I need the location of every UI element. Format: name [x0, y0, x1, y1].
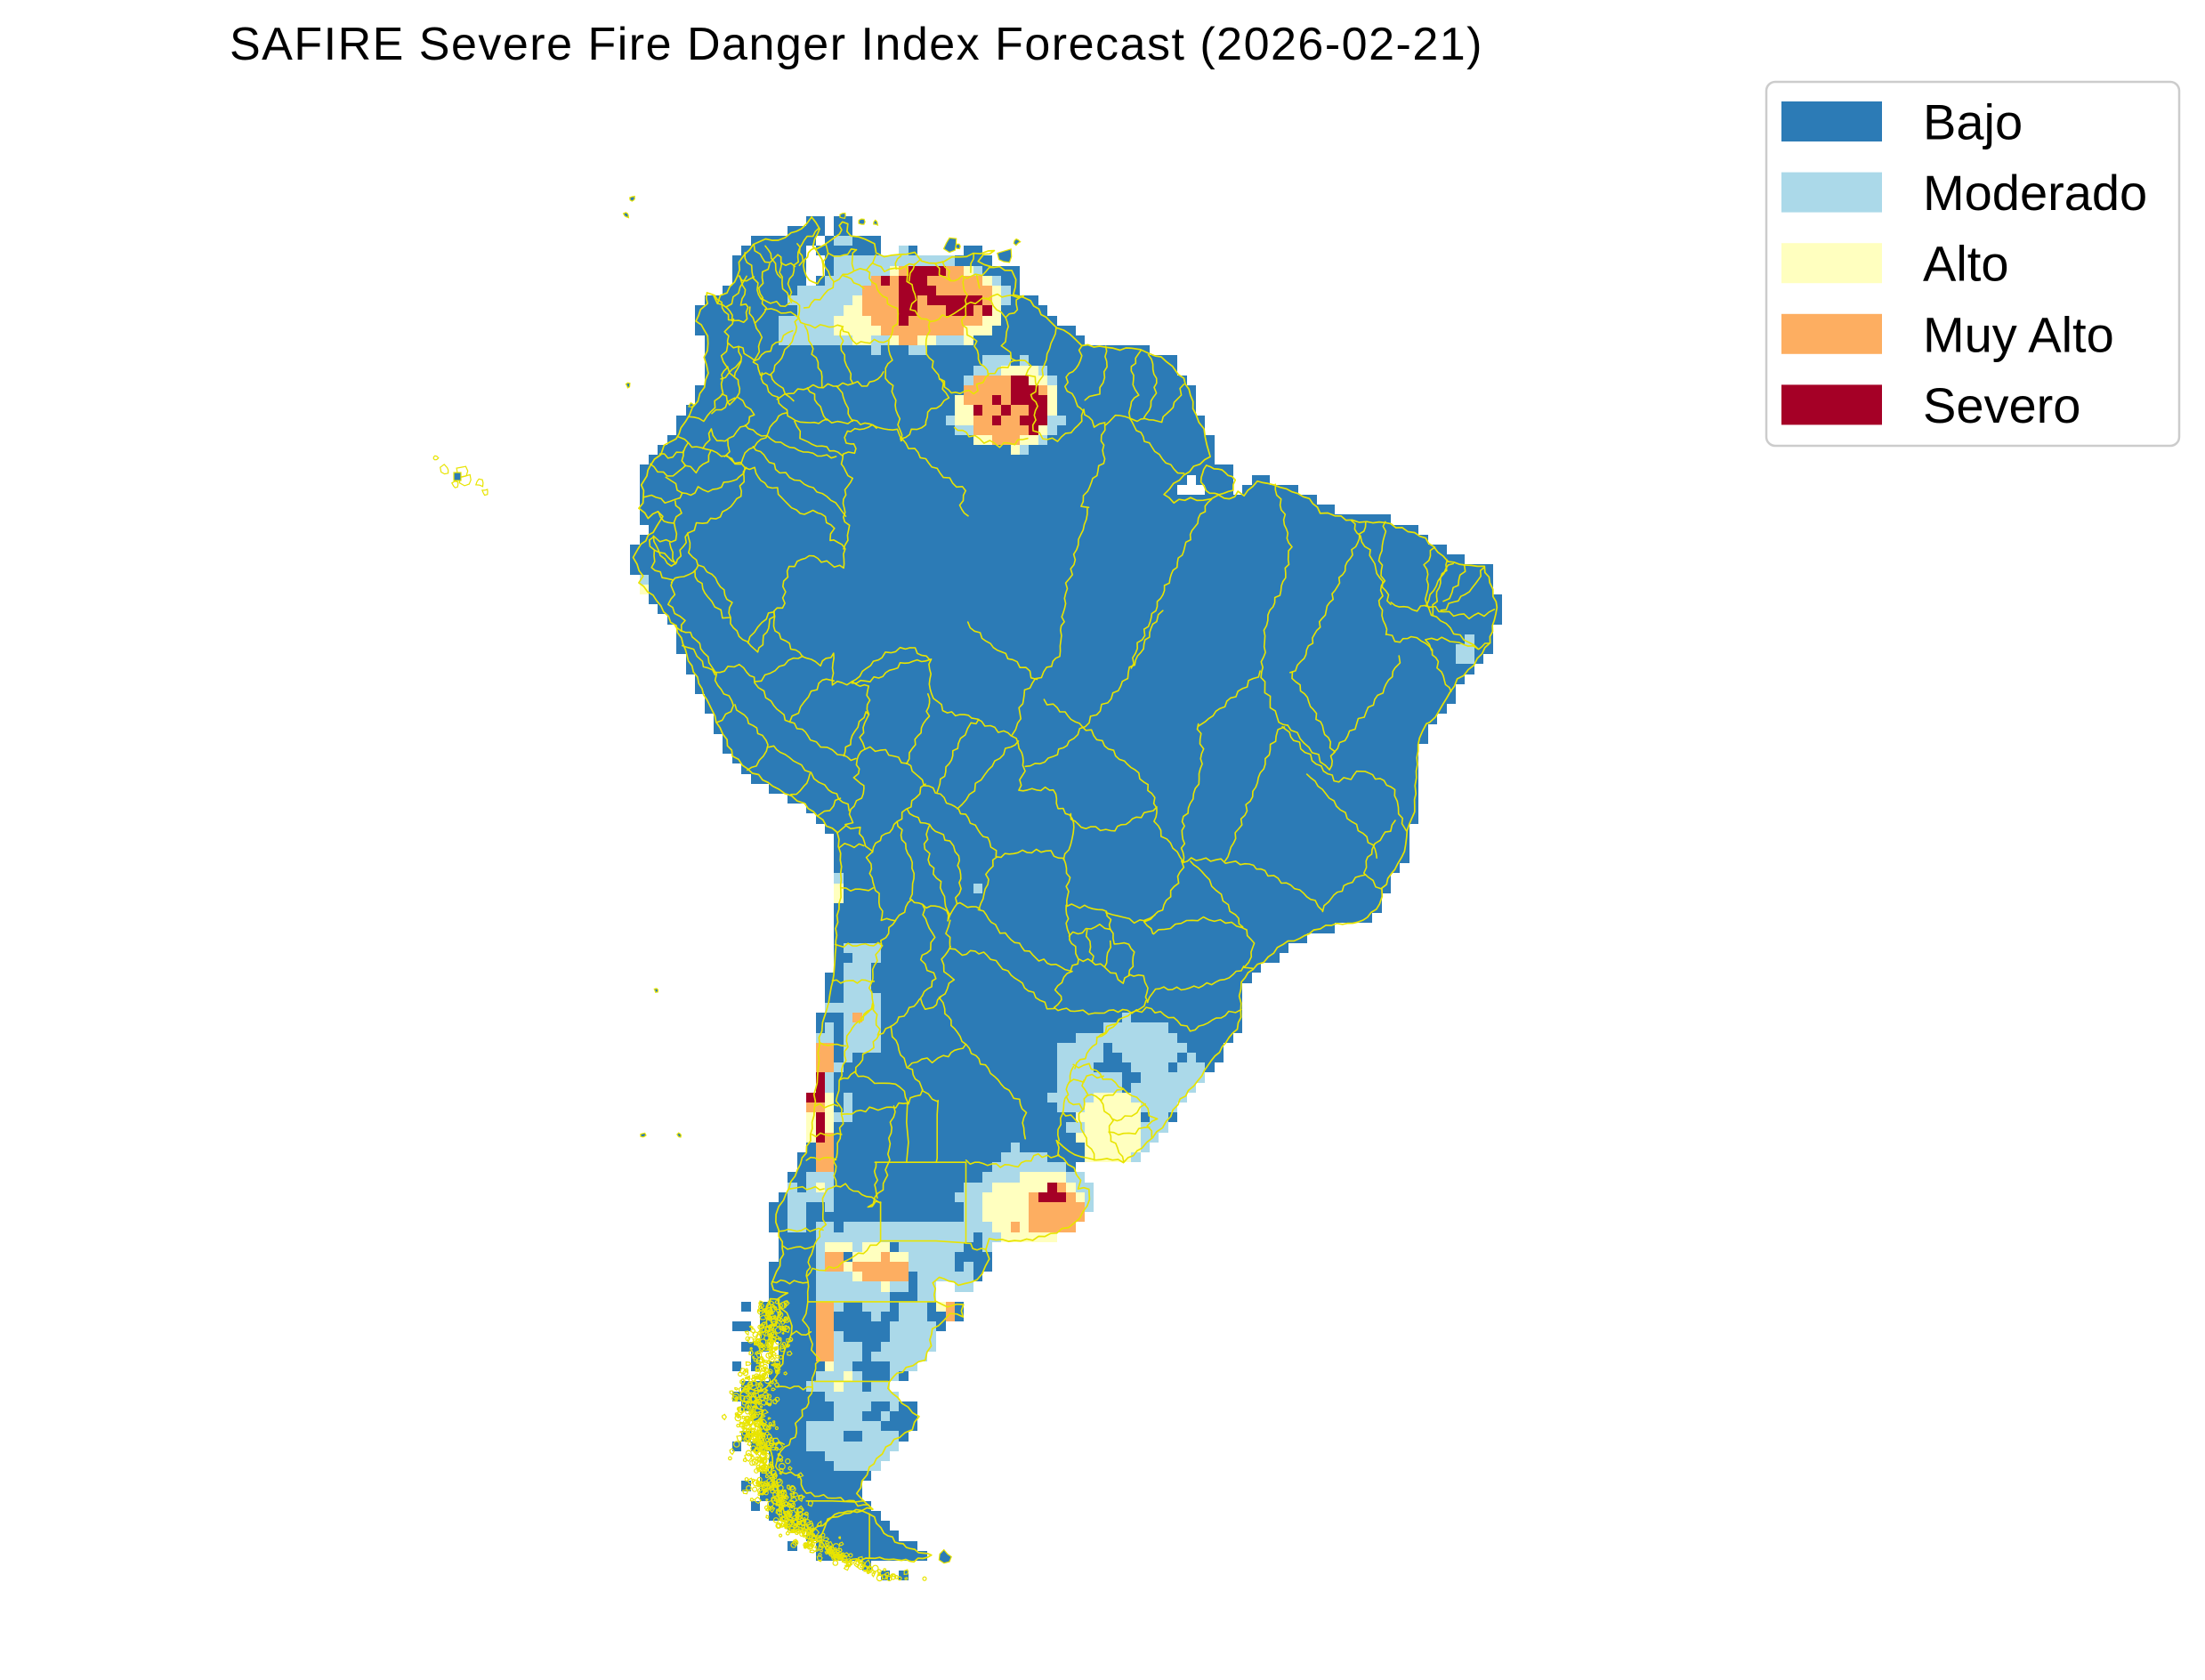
svg-text:Bajo: Bajo: [1923, 94, 2023, 150]
svg-text:Alto: Alto: [1923, 236, 2009, 292]
svg-text:SAFIRE Severe Fire Danger Inde: SAFIRE Severe Fire Danger Index Forecast…: [230, 19, 1483, 70]
svg-text:Moderado: Moderado: [1923, 165, 2147, 221]
svg-text:Severo: Severo: [1923, 377, 2080, 433]
svg-text:Muy Alto: Muy Alto: [1923, 306, 2114, 362]
